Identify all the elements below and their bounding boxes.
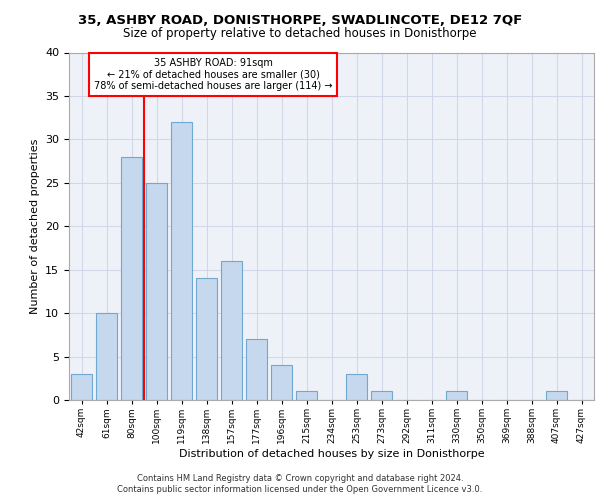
Y-axis label: Number of detached properties: Number of detached properties [29, 138, 40, 314]
Bar [96, 313, 117, 400]
X-axis label: Distribution of detached houses by size in Donisthorpe: Distribution of detached houses by size … [179, 449, 484, 459]
Bar [221, 261, 242, 400]
Text: Contains HM Land Registry data © Crown copyright and database right 2024.
Contai: Contains HM Land Registry data © Crown c… [118, 474, 482, 494]
Text: Size of property relative to detached houses in Donisthorpe: Size of property relative to detached ho… [123, 28, 477, 40]
Bar [271, 365, 292, 400]
Text: 35, ASHBY ROAD, DONISTHORPE, SWADLINCOTE, DE12 7QF: 35, ASHBY ROAD, DONISTHORPE, SWADLINCOTE… [78, 14, 522, 27]
Bar [546, 392, 567, 400]
Bar [346, 374, 367, 400]
Bar [121, 157, 142, 400]
Bar [371, 392, 392, 400]
Bar [296, 392, 317, 400]
Text: 35 ASHBY ROAD: 91sqm
← 21% of detached houses are smaller (30)
78% of semi-detac: 35 ASHBY ROAD: 91sqm ← 21% of detached h… [94, 58, 332, 91]
Bar [446, 392, 467, 400]
Bar [146, 183, 167, 400]
Bar [71, 374, 92, 400]
Bar [246, 339, 267, 400]
Bar [171, 122, 192, 400]
Bar [196, 278, 217, 400]
